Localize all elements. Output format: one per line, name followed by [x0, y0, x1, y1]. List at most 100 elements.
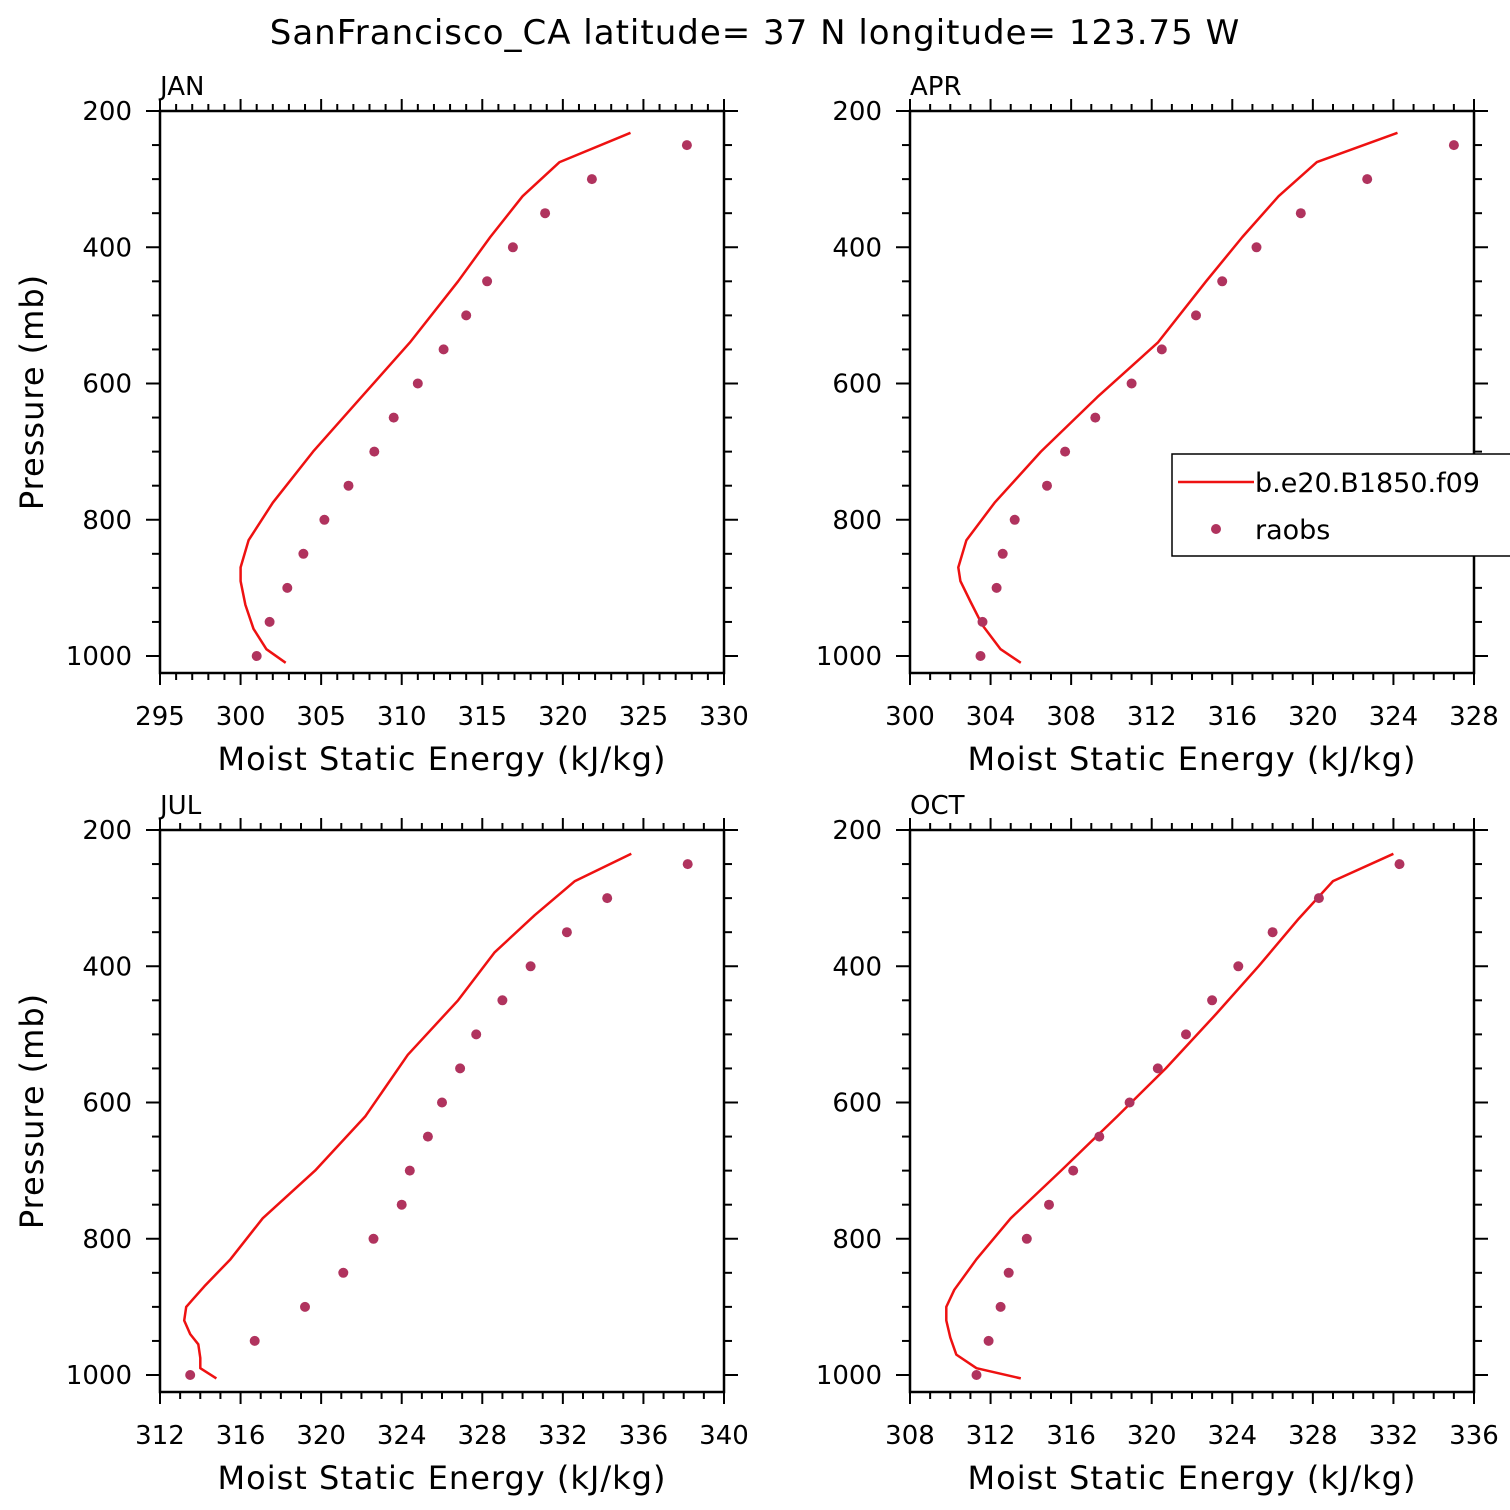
y-axis-label: Pressure (mb) [13, 274, 51, 510]
x-tick-label: 312 [135, 1421, 185, 1451]
plot-frame [908, 828, 1476, 1394]
y-tick-label: 1000 [66, 642, 132, 672]
x-tick-label: 320 [1127, 1421, 1177, 1451]
raobs-point [507, 242, 518, 253]
x-tick-label: 324 [1207, 1421, 1257, 1451]
raobs-point [422, 1131, 433, 1142]
raobs-point [461, 310, 472, 321]
x-axis-label: Moist Static Energy (kJ/kg) [968, 740, 1417, 778]
y-tick-label: 1000 [816, 1361, 882, 1391]
model-series-line [945, 852, 1394, 1380]
x-tick-label: 324 [1369, 702, 1419, 732]
raobs-point [1362, 174, 1373, 185]
y-tick-label: 200 [832, 816, 882, 846]
x-tick-label: 300 [885, 702, 935, 732]
x-tick-label: 308 [1046, 702, 1096, 732]
panel-jan: 295 300 305 310 315 320 325 330 200 400 600 800 1000… [13, 72, 749, 778]
x-tick-label: 340 [699, 1421, 749, 1451]
raobs-point [1394, 859, 1405, 870]
x-tick-label: 330 [699, 702, 749, 732]
panel-title: JAN [158, 72, 204, 102]
raobs-point [455, 1063, 466, 1074]
y-tick-label: 600 [832, 370, 882, 400]
raobs-point [561, 927, 572, 938]
y-tick-label: 800 [82, 506, 132, 536]
raobs-point [264, 616, 275, 627]
raobs-point [1156, 344, 1167, 355]
y-tick-label: 1000 [66, 1361, 132, 1391]
x-tick-label: 324 [377, 1421, 427, 1451]
raobs-point [368, 1233, 379, 1244]
y-tick-label: 200 [832, 97, 882, 127]
raobs-point [388, 412, 399, 423]
raobs-point [983, 1335, 994, 1346]
raobs-point [404, 1165, 415, 1176]
y-tick-label: 400 [832, 233, 882, 263]
raobs-point [319, 514, 330, 525]
x-tick-label: 312 [966, 1421, 1016, 1451]
raobs-point [1044, 1199, 1054, 1210]
x-tick-label: 316 [1207, 702, 1257, 732]
raobs-point [338, 1267, 349, 1278]
panel-oct: 308 312 316 320 324 328 332 336 200 400 600 800 1000… [816, 791, 1499, 1497]
x-tick-label: 300 [216, 702, 266, 732]
raobs-point [1233, 961, 1244, 972]
raobs-point [1152, 1063, 1163, 1074]
y-tick-label: 400 [82, 952, 132, 982]
raobs-point [1009, 514, 1020, 525]
x-tick-label: 320 [296, 1421, 346, 1451]
raobs-point [681, 140, 692, 151]
raobs-point [412, 378, 423, 389]
y-tick-label: 600 [82, 1089, 132, 1119]
raobs-point [300, 1301, 310, 1312]
raobs-point [1126, 378, 1137, 389]
raobs-point [1094, 1131, 1105, 1142]
x-tick-label: 328 [1288, 1421, 1338, 1451]
x-tick-label: 328 [1449, 702, 1499, 732]
x-tick-label: 320 [1288, 702, 1338, 732]
y-tick-label: 400 [832, 952, 882, 982]
panel-title: APR [910, 72, 962, 102]
raobs-point [975, 651, 986, 661]
raobs-point [1181, 1029, 1191, 1040]
plot-frame [158, 828, 726, 1394]
y-axis-label: Pressure (mb) [13, 993, 51, 1229]
model-series-line [182, 852, 632, 1380]
raobs-point [497, 995, 508, 1006]
legend-marker-swatch [1211, 524, 1221, 534]
raobs-point [438, 344, 449, 355]
raobs-point [525, 961, 536, 972]
raobs-point [251, 651, 262, 661]
raobs-point [343, 480, 354, 491]
model-series-line [239, 131, 631, 664]
raobs-point [1124, 1097, 1135, 1108]
panel-title: OCT [910, 791, 965, 821]
raobs-point [1068, 1165, 1079, 1176]
x-tick-label: 332 [1369, 1421, 1419, 1451]
x-tick-label: 315 [457, 702, 507, 732]
panel-title: JUL [158, 791, 202, 821]
x-axis-label: Moist Static Energy (kJ/kg) [218, 1459, 667, 1497]
raobs-point [1003, 1267, 1014, 1278]
raobs-point [249, 1335, 260, 1346]
x-axis-label: Moist Static Energy (kJ/kg) [218, 740, 667, 778]
x-tick-label: 325 [619, 702, 669, 732]
raobs-point [1251, 242, 1262, 253]
x-axis-label: Moist Static Energy (kJ/kg) [968, 1459, 1417, 1497]
x-tick-label: 328 [457, 1421, 507, 1451]
y-tick-label: 200 [82, 97, 132, 127]
raobs-point [369, 446, 380, 457]
legend: b.e20.B1850.f09 raobs [1171, 453, 1510, 557]
raobs-point [1448, 140, 1459, 151]
raobs-point [1090, 412, 1101, 423]
x-tick-label: 316 [216, 1421, 266, 1451]
raobs-point [1060, 446, 1071, 457]
raobs-point [396, 1199, 407, 1210]
y-tick-label: 1000 [816, 642, 882, 672]
x-tick-label: 312 [1127, 702, 1177, 732]
raobs-point [1313, 893, 1324, 904]
x-tick-label: 305 [296, 702, 346, 732]
raobs-point [482, 276, 493, 287]
y-tick-label: 800 [832, 1225, 882, 1255]
raobs-point [1267, 927, 1278, 938]
